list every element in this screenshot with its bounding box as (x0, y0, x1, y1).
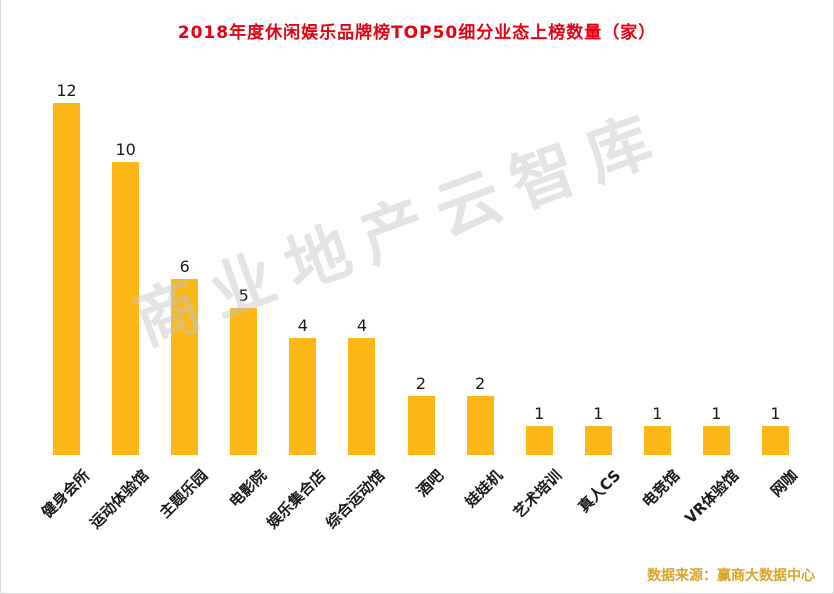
bar-value-label: 1 (593, 404, 604, 423)
bar-value-label: 1 (711, 404, 722, 423)
data-source-note: 数据来源：赢商大数据中心 (647, 568, 815, 584)
chart-title: 2018年度休闲娱乐品牌榜TOP50细分业态上榜数量（家） (177, 23, 657, 43)
category-label: 综合运动馆 (322, 466, 389, 533)
category-label: 电竞馆 (638, 466, 684, 511)
bar-column: 1 VR体验馆 (682, 73, 746, 527)
bar-column: 6 主题乐园 (155, 73, 214, 522)
bar (466, 396, 494, 455)
category-label: 主题乐园 (155, 466, 211, 522)
bar-column: 10 运动体验馆 (86, 73, 155, 532)
bar (53, 103, 81, 455)
bar-column: 4 综合运动馆 (322, 73, 391, 532)
category-label: 电影院 (225, 466, 270, 511)
bar-column: 1 真人CS (569, 73, 628, 516)
category-label: 真人CS (574, 466, 625, 516)
category-label: 娃娃机 (461, 466, 507, 511)
category-label: 娱乐集合店 (263, 466, 330, 533)
bar-value-label: 4 (356, 316, 368, 335)
bar (348, 338, 376, 455)
bar-column: 2 娃娃机 (451, 73, 510, 511)
bar-column: 1 艺术培训 (510, 73, 569, 522)
bar-value-label: 1 (652, 404, 663, 423)
bar-value-label: 5 (238, 286, 249, 305)
bar-value-label: 2 (415, 374, 427, 393)
category-label: 健身会所 (37, 466, 93, 522)
category-label: 酒吧 (413, 466, 448, 501)
bar (171, 279, 199, 455)
category-label: 运动体验馆 (85, 466, 152, 533)
bar (407, 396, 435, 455)
bar (289, 338, 317, 455)
bar-column: 1 电竞馆 (628, 73, 687, 511)
bar (643, 426, 671, 455)
bar (525, 426, 553, 455)
bar-column: 1 网咖 (746, 73, 805, 500)
bar (230, 308, 258, 455)
bar-value-label: 2 (474, 374, 486, 393)
bar (702, 426, 730, 455)
bar (761, 426, 789, 455)
bar-column: 2 酒吧 (391, 73, 450, 500)
category-label: 艺术培训 (510, 466, 566, 522)
bar-value-label: 12 (56, 81, 77, 100)
bar-value-label: 1 (770, 404, 781, 423)
bar (112, 162, 140, 455)
bar-chart: 12 健身会所 10 运动体验馆 6 主题乐园 5 电影院 4 娱乐集合店 4 综合运动馆 2 酒吧 2 娃娃… (37, 73, 805, 532)
category-label: VR体验馆 (681, 466, 743, 528)
bar-column: 12 健身会所 (37, 73, 96, 522)
bar-column: 5 电影院 (214, 73, 273, 511)
bar-value-label: 10 (115, 140, 136, 159)
bar-value-label: 6 (179, 257, 190, 276)
bar-column: 4 娱乐集合店 (263, 73, 332, 532)
bar (584, 426, 612, 455)
category-label: 网咖 (767, 466, 802, 501)
bar-value-label: 4 (297, 316, 308, 335)
bar-value-label: 1 (534, 404, 545, 423)
